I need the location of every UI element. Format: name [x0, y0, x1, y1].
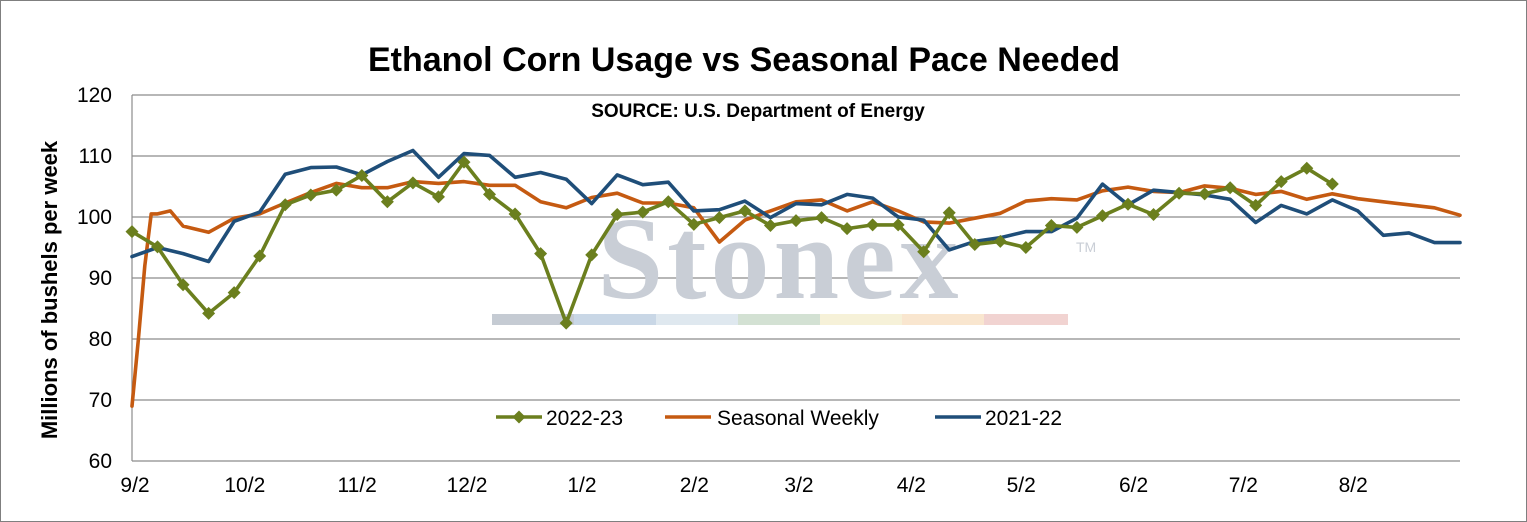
- watermark-band-3: [656, 314, 738, 325]
- series-0-point-44: [1249, 198, 1263, 212]
- series-0-point-47: [1325, 177, 1339, 191]
- series-0-point-16: [534, 247, 548, 261]
- y-tick-label-60: 60: [89, 450, 112, 473]
- x-tick-label-2-2: 2/2: [680, 474, 709, 497]
- y-tick-label-120: 120: [77, 84, 112, 107]
- series-1: [130, 179, 1462, 408]
- series-0-point-1: [151, 240, 165, 254]
- x-tick-label-3-2: 3/2: [784, 474, 813, 497]
- series-2: [130, 148, 1462, 264]
- series-0-point-18: [585, 248, 599, 262]
- series-0-point-6: [278, 198, 292, 212]
- x-axis-tick-labels: 9/2 10/2 11/2 12/2 1/2 2/2 3/2 4/2 5/2 6/2 7/2 8/2: [120, 474, 1367, 497]
- series-0-point-0: [125, 225, 139, 239]
- series-0-point-38: [1095, 209, 1109, 223]
- x-tick-label-4-2: 4/2: [897, 474, 926, 497]
- series-0-point-5: [253, 249, 267, 263]
- series-0-point-37: [1070, 220, 1084, 234]
- series-0-point-33: [968, 237, 982, 251]
- series-0-point-43: [1223, 181, 1237, 195]
- series-0-point-25: [763, 219, 777, 233]
- series-0-point-22: [687, 217, 701, 231]
- series-0-point-32: [942, 206, 956, 220]
- series-0-point-29: [866, 218, 880, 232]
- series-0-point-11: [406, 176, 420, 190]
- x-tick-label-10-2: 10/2: [224, 474, 265, 497]
- series-0-point-15: [508, 207, 522, 221]
- series-0-point-4: [227, 286, 241, 300]
- series-0-point-41: [1172, 186, 1186, 200]
- series-0-point-30: [891, 218, 905, 232]
- series-0-point-7: [304, 188, 318, 202]
- series-0-point-31: [917, 245, 931, 259]
- series-0-point-8: [329, 183, 343, 197]
- x-tick-label-7-2: 7/2: [1229, 474, 1258, 497]
- chart-subtitle: SOURCE: U.S. Department of Energy: [591, 101, 925, 122]
- series-0-point-35: [1019, 241, 1033, 254]
- series-0-point-28: [840, 222, 854, 236]
- legend-label-1: Seasonal Weekly: [717, 407, 879, 430]
- y-tick-label-110: 110: [79, 145, 112, 168]
- watermark-trademark: TM: [1076, 239, 1096, 255]
- x-tick-label-1-2: 1/2: [567, 474, 596, 497]
- series-0-point-19: [610, 208, 624, 222]
- watermark-band-2: [574, 314, 656, 325]
- series-0-point-12: [431, 190, 445, 204]
- legend-label-2: 2021-22: [985, 407, 1062, 430]
- series-0-point-36: [1044, 219, 1058, 233]
- x-tick-label-9-2: 9/2: [120, 474, 149, 497]
- watermark-band-7: [984, 314, 1068, 325]
- watermark-band-4: [738, 314, 820, 325]
- series-0-point-2: [176, 278, 190, 292]
- series-0-point-21: [661, 195, 675, 209]
- watermark-band-1: [492, 314, 574, 325]
- y-tick-label-70: 70: [89, 389, 112, 412]
- x-tick-label-6-2: 6/2: [1119, 474, 1148, 497]
- legend-label-0: 2022-23: [546, 407, 623, 430]
- y-tick-label-90: 90: [89, 267, 112, 290]
- series-0-point-13: [457, 155, 471, 169]
- x-tick-label-12-2: 12/2: [447, 474, 488, 497]
- legend: 2022-23 Seasonal Weekly 2021-22: [496, 407, 1062, 430]
- series-0-point-46: [1300, 161, 1314, 175]
- series-line-2: [130, 148, 1462, 264]
- y-tick-label-80: 80: [89, 328, 112, 351]
- series-0-point-17: [559, 316, 573, 330]
- series-line-1: [130, 179, 1462, 408]
- series-0-point-24: [738, 204, 752, 218]
- watermark-band-5: [820, 314, 902, 325]
- series-0-point-27: [815, 211, 829, 225]
- series-0-point-20: [636, 205, 650, 219]
- series-0-point-39: [1121, 197, 1135, 211]
- series-0-point-34: [993, 234, 1007, 248]
- series-0-point-9: [355, 169, 369, 183]
- gridlines: [132, 94, 1460, 401]
- watermark-band-6: [902, 314, 984, 325]
- x-tick-label-8-2: 8/2: [1339, 474, 1368, 497]
- series-0-point-40: [1147, 208, 1161, 222]
- series-0: [125, 155, 1339, 330]
- series-0-point-10: [380, 195, 394, 209]
- legend-marker-0: [512, 410, 526, 424]
- series-0-point-3: [202, 306, 216, 320]
- series-group: [125, 148, 1462, 408]
- series-0-point-23: [712, 211, 726, 225]
- y-tick-label-100: 100: [77, 206, 112, 229]
- x-tick-label-11-2: 11/2: [338, 474, 377, 497]
- series-0-point-45: [1274, 175, 1288, 189]
- y-axis-tick-labels: 60 70 80 90 100 110 120: [77, 84, 112, 473]
- x-tick-label-5-2: 5/2: [1007, 474, 1036, 497]
- series-0-point-26: [789, 214, 803, 228]
- series-0-point-14: [483, 187, 497, 201]
- y-axis-label: Millions of bushels per week: [37, 140, 62, 439]
- chart-title: Ethanol Corn Usage vs Seasonal Pace Need…: [368, 41, 1120, 79]
- series-0-point-42: [1198, 187, 1212, 201]
